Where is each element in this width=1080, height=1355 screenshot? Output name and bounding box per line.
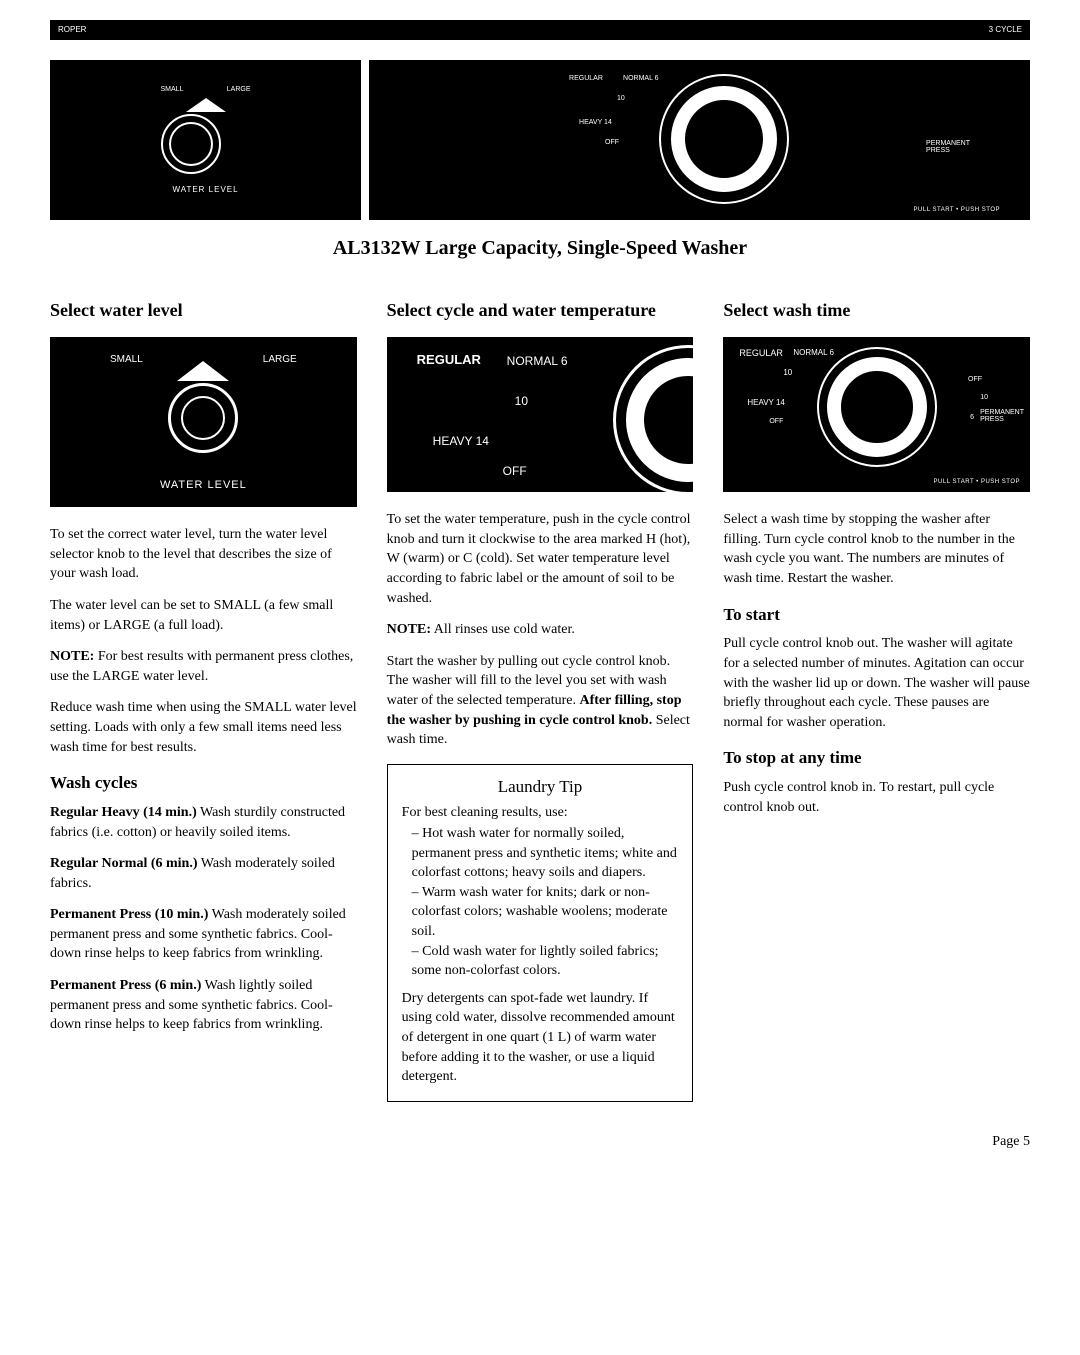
col2-note-label: NOTE: bbox=[387, 622, 431, 637]
instruction-columns: Select water level SMALL LARGE WATER LEV… bbox=[50, 298, 1030, 1102]
fig-heavy-label: HEAVY 14 bbox=[433, 433, 489, 450]
fig-small-label: SMALL bbox=[110, 353, 143, 367]
wash-cycles-heading: Wash cycles bbox=[50, 771, 357, 795]
wt-10-label: 10 bbox=[783, 367, 792, 378]
knob-pointer-icon bbox=[186, 98, 226, 112]
wc3-bold: Permanent Press (10 min.) bbox=[50, 907, 208, 922]
wc4: Permanent Press (6 min.) Wash lightly so… bbox=[50, 976, 357, 1035]
column-2: Select cycle and water temperature REGUL… bbox=[387, 298, 694, 1102]
wt-dial-icon bbox=[817, 347, 937, 467]
wc4-bold: Permanent Press (6 min.) bbox=[50, 978, 201, 993]
wc2: Regular Normal (6 min.) Wash moderately … bbox=[50, 854, 357, 893]
col2-p1: To set the water temperature, push in th… bbox=[387, 510, 694, 608]
cycle-dial-icon bbox=[659, 74, 789, 204]
col1-p1: To set the correct water level, turn the… bbox=[50, 525, 357, 584]
wc2-bold: Regular Normal (6 min.) bbox=[50, 856, 198, 871]
col1-heading: Select water level bbox=[50, 298, 357, 323]
water-level-label: WATER LEVEL bbox=[161, 184, 251, 195]
tip-list: Hot wash water for normally soiled, perm… bbox=[402, 824, 679, 981]
page-number: Page 5 bbox=[50, 1132, 1030, 1152]
wc3: Permanent Press (10 min.) Wash moderatel… bbox=[50, 905, 357, 964]
note1-label: NOTE: bbox=[50, 649, 94, 664]
fig-off-label: OFF bbox=[503, 463, 527, 480]
note1-text: For best results with permanent press cl… bbox=[50, 649, 353, 684]
col3-p2: Pull cycle control knob out. The washer … bbox=[723, 634, 1030, 732]
fig-10-label: 10 bbox=[515, 393, 528, 410]
col1-p3: Reduce wash time when using the SMALL wa… bbox=[50, 698, 357, 757]
water-level-knob-icon bbox=[161, 114, 221, 174]
off-label: OFF bbox=[605, 138, 619, 148]
ten-label: 10 bbox=[617, 94, 625, 104]
tip-intro: For best cleaning results, use: bbox=[402, 803, 679, 823]
fig-cycle-dial-icon bbox=[613, 345, 693, 492]
pull-label: PULL START • PUSH STOP bbox=[914, 206, 1000, 214]
cycle-panel: REGULAR NORMAL 6 10 HEAVY 14 OFF PERMANE… bbox=[369, 60, 1030, 220]
wt-off-left-label: OFF bbox=[769, 417, 783, 427]
col3-heading: Select wash time bbox=[723, 298, 1030, 323]
regular-label: REGULAR bbox=[569, 74, 603, 84]
water-level-figure: SMALL LARGE WATER LEVEL bbox=[50, 337, 357, 507]
wt-off-right-label: OFF bbox=[968, 375, 982, 385]
tip-li2: Warm wash water for knits; dark or non-c… bbox=[412, 883, 679, 942]
column-3: Select wash time REGULAR NORMAL 6 10 HEA… bbox=[723, 298, 1030, 1102]
to-start-heading: To start bbox=[723, 603, 1030, 627]
wt-6r-label: 6 bbox=[970, 413, 974, 423]
tip-title: Laundry Tip bbox=[402, 775, 679, 799]
col2-heading: Select cycle and water temperature bbox=[387, 298, 694, 323]
small-label: SMALL bbox=[161, 85, 184, 95]
col1-note1: NOTE: For best results with permanent pr… bbox=[50, 647, 357, 686]
heavy-label: HEAVY 14 bbox=[579, 118, 612, 128]
wt-regular-label: REGULAR bbox=[739, 347, 783, 360]
col3-p1: Select a wash time by stopping the washe… bbox=[723, 510, 1030, 588]
laundry-tip-box: Laundry Tip For best cleaning results, u… bbox=[387, 764, 694, 1102]
large-label: LARGE bbox=[227, 85, 251, 95]
fig-knob-icon bbox=[168, 383, 238, 453]
col1-p2: The water level can be set to SMALL (a f… bbox=[50, 596, 357, 635]
tip-li3: Cold wash water for lightly soiled fabri… bbox=[412, 942, 679, 981]
wt-normal6-label: NORMAL 6 bbox=[793, 347, 834, 358]
wash-time-figure: REGULAR NORMAL 6 10 HEAVY 14 OFF OFF 10 … bbox=[723, 337, 1030, 492]
col2-note1: NOTE: All rinses use cold water. bbox=[387, 620, 694, 640]
cycle-temp-figure: REGULAR NORMAL 6 10 HEAVY 14 OFF bbox=[387, 337, 694, 492]
tip-li1: Hot wash water for normally soiled, perm… bbox=[412, 824, 679, 883]
fig-waterlevel-label: WATER LEVEL bbox=[50, 478, 357, 493]
pp-label: PERMANENT PRESS bbox=[926, 140, 970, 154]
normal6-label: NORMAL 6 bbox=[623, 74, 659, 84]
wt-10r-label: 10 bbox=[980, 393, 988, 403]
brand-logo: ROPER bbox=[58, 24, 86, 35]
wt-pp-label: PERMANENT PRESS bbox=[980, 409, 1024, 423]
fig-normal6-label: NORMAL 6 bbox=[507, 353, 568, 370]
wc1: Regular Heavy (14 min.) Wash sturdily co… bbox=[50, 803, 357, 842]
fig-regular-label: REGULAR bbox=[417, 351, 481, 369]
col2-note-text: All rinses use cold water. bbox=[431, 622, 575, 637]
col3-p3: Push cycle control knob in. To restart, … bbox=[723, 778, 1030, 817]
fig-large-label: LARGE bbox=[263, 353, 297, 367]
cycle-count-label: 3 CYCLE bbox=[989, 24, 1022, 35]
to-stop-heading: To stop at any time bbox=[723, 746, 1030, 770]
brand-bar: ROPER 3 CYCLE bbox=[50, 20, 1030, 40]
col2-p2: Start the washer by pulling out cycle co… bbox=[387, 652, 694, 750]
wc1-bold: Regular Heavy (14 min.) bbox=[50, 805, 197, 820]
wt-heavy-label: HEAVY 14 bbox=[747, 397, 785, 408]
tip-p: Dry detergents can spot-fade wet laundry… bbox=[402, 989, 679, 1087]
wt-pull-label: PULL START • PUSH STOP bbox=[934, 478, 1020, 486]
column-1: Select water level SMALL LARGE WATER LEV… bbox=[50, 298, 357, 1102]
model-title: AL3132W Large Capacity, Single-Speed Was… bbox=[50, 234, 1030, 262]
top-control-panel: ROPER 3 CYCLE SMALL LARGE WATER LEVEL RE… bbox=[50, 40, 1030, 220]
fig-pointer-icon bbox=[177, 361, 229, 381]
water-level-panel: SMALL LARGE WATER LEVEL bbox=[50, 60, 361, 220]
